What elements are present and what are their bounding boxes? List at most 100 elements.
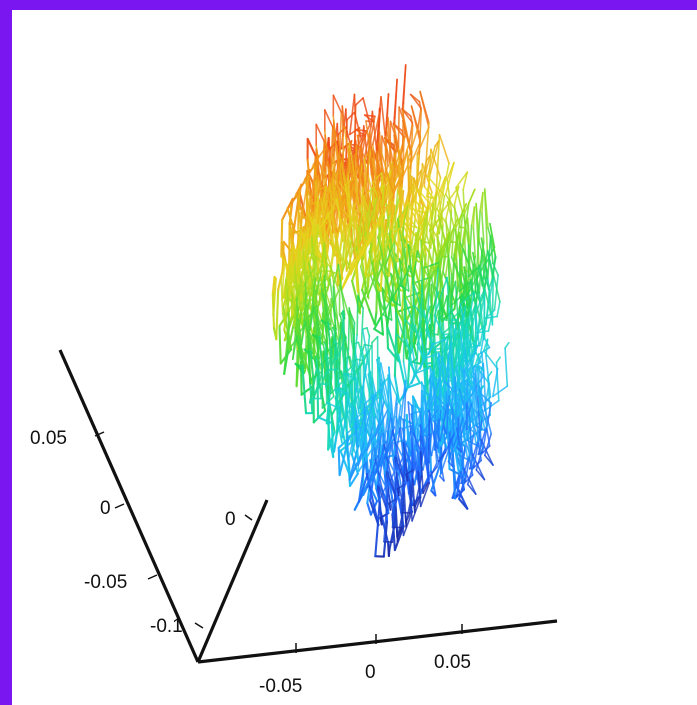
trajectory-segment (455, 334, 470, 367)
trajectory-segment (447, 254, 451, 288)
trajectory-segment (434, 140, 440, 147)
trajectory-segment (479, 241, 485, 267)
trajectory-segment (441, 234, 450, 258)
trajectory-segment (342, 372, 357, 380)
trajectory-segment (355, 128, 367, 137)
trajectory-segment (466, 483, 477, 495)
trajectory-segment (383, 412, 392, 459)
trajectory-segment (280, 218, 284, 258)
trajectory-segment (309, 304, 315, 332)
trajectory-segment (450, 225, 455, 259)
trajectory-segment (415, 187, 429, 212)
trajectory-segment (357, 145, 363, 198)
trajectory-segment (328, 436, 335, 459)
trajectory-segment (396, 487, 400, 497)
trajectory-segment (382, 296, 386, 311)
trajectory-segment (363, 114, 375, 123)
trajectory-segment (308, 346, 311, 382)
trajectory-segment (299, 245, 311, 279)
trajectory-segment (460, 425, 475, 439)
trajectory-segment (481, 212, 485, 243)
trajectory-segment (310, 235, 317, 280)
z-tick-label-minus-0.05: -0.05 (84, 572, 127, 593)
trajectory-segment (398, 149, 404, 158)
trajectory-segment (353, 343, 367, 412)
trajectory-segment (406, 311, 414, 389)
trajectory-segment (361, 288, 371, 312)
trajectory-segment (394, 135, 398, 152)
trajectory-segment (354, 210, 362, 227)
trajectory-segment (354, 262, 359, 293)
trajectory-segment (391, 282, 395, 297)
trajectory-segment (357, 455, 367, 503)
trajectory-segment (436, 237, 444, 258)
trajectory-segment (396, 215, 402, 263)
trajectory-segment (422, 481, 430, 495)
trajectory-segment (350, 340, 362, 390)
z-tick-mark (114, 503, 125, 509)
y-tick-label-minus-0.1: -0.1 (150, 616, 183, 637)
trajectory-segment (321, 395, 335, 409)
trajectory-segment (453, 321, 461, 369)
trajectory-segment (438, 134, 450, 164)
trajectory-segment (483, 454, 494, 466)
trajectory-segment (444, 341, 452, 383)
trajectory-segment (469, 337, 473, 356)
trajectory-segment (289, 247, 293, 266)
trajectory-segment (315, 123, 326, 143)
trajectory-segment (352, 360, 356, 407)
trajectory-segment (451, 439, 466, 454)
trajectory-segment (459, 350, 466, 368)
trajectory-segment (428, 424, 433, 464)
trajectory-segment (366, 131, 371, 184)
trajectory-segment (419, 90, 430, 124)
trajectory-segment (465, 401, 468, 431)
trajectory-segment (425, 154, 431, 162)
trajectory-segment (410, 220, 416, 252)
trajectory-segment (454, 376, 458, 430)
trajectory-segment (483, 278, 494, 332)
trajectory-segment (304, 281, 308, 321)
trajectory-segment (354, 393, 360, 415)
trajectory-segment (371, 111, 381, 146)
trajectory-segment (398, 322, 406, 354)
trajectory-segment (354, 97, 364, 106)
trajectory-segment (467, 244, 470, 278)
trajectory-segment (419, 210, 429, 263)
trajectory-segment (430, 256, 443, 280)
trajectory-segment (405, 200, 411, 248)
trajectory-segment (347, 174, 352, 224)
trajectory-segment (410, 425, 418, 463)
trajectory-segment (480, 370, 483, 410)
trajectory-segment (357, 294, 364, 310)
trajectory-segment (479, 330, 484, 347)
trajectory-segment (474, 351, 483, 375)
trajectory-segment (300, 319, 307, 346)
trajectory-segment (289, 240, 299, 255)
trajectory-segment (366, 501, 372, 516)
trajectory-segment (412, 281, 426, 319)
trajectory-segment (363, 147, 373, 161)
trajectory-segment (450, 354, 455, 384)
trajectory-segment (486, 249, 494, 280)
trajectory-segment (468, 410, 483, 425)
trajectory-segment (382, 313, 393, 321)
trajectory-segment (445, 285, 451, 322)
trajectory-segment (432, 350, 444, 354)
trajectory-segment (433, 276, 448, 317)
trajectory-segment (356, 420, 368, 448)
trajectory-segment (339, 162, 342, 188)
trajectory-segment (317, 382, 324, 389)
trajectory-segment (476, 267, 483, 278)
trajectory-segment (333, 324, 337, 389)
trajectory-segment (313, 271, 322, 307)
trajectory-segment (438, 195, 446, 235)
trajectory-segment (424, 282, 431, 359)
trajectory-segment (360, 345, 367, 370)
trajectory-segment (342, 217, 346, 233)
trajectory-segment (344, 374, 348, 422)
trajectory-segment (376, 236, 387, 271)
trajectory-segment (335, 229, 339, 287)
trajectory-segment (385, 150, 389, 167)
trajectory-segment (346, 418, 364, 435)
